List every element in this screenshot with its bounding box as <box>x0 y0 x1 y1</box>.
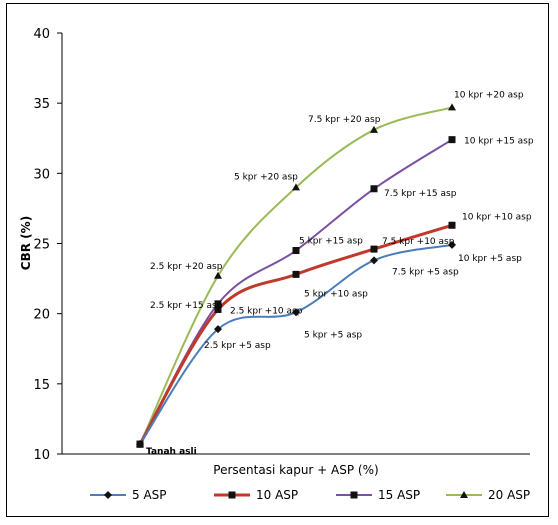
y-tick-label: 15 <box>33 378 50 393</box>
data-point-5-asp <box>448 240 456 249</box>
point-annotations: Tanah asli 2.5 kpr +5 asp 5 kpr +5 asp 7.5 … <box>146 90 534 457</box>
chart-frame <box>6 3 549 517</box>
point-label: 7.5 kpr +20 asp <box>308 115 381 125</box>
data-point-20-asp <box>448 103 456 111</box>
y-axis-title: CBR (%) <box>19 216 33 270</box>
data-point-5-asp <box>214 325 222 334</box>
legend-marker <box>228 491 236 499</box>
y-tick-label: 30 <box>33 167 50 182</box>
y-tick-label: 10 <box>33 448 50 463</box>
legend-label: 15 ASP <box>378 488 420 502</box>
data-point-15-asp <box>214 300 222 308</box>
data-point-10-asp <box>370 245 378 253</box>
series-line-10-asp <box>138 223 453 445</box>
data-point-5-asp <box>292 308 300 317</box>
point-label: 2.5 kpr +10 asp <box>230 306 303 316</box>
data-point-10-asp <box>448 221 456 229</box>
point-label: 10 kpr +20 asp <box>454 90 524 100</box>
point-label: 10 kpr +15 asp <box>464 137 534 147</box>
legend-marker <box>104 491 112 499</box>
data-point-10-asp <box>214 305 222 313</box>
data-point-15-asp <box>448 136 456 144</box>
point-label: 2.5 kpr +5 asp <box>204 341 271 351</box>
point-label: 7.5 kpr +15 asp <box>384 189 457 199</box>
y-tick-labels: 10 15 20 25 30 35 40 <box>33 27 50 463</box>
legend-marker <box>460 491 468 498</box>
data-point-5-asp <box>370 256 378 265</box>
point-label: 5 kpr +5 asp <box>304 330 362 340</box>
point-label: 10 kpr +5 asp <box>458 254 522 264</box>
x-axis-title: Persentasi kapur + ASP (%) <box>213 463 378 477</box>
point-label: Tanah asli <box>146 447 197 457</box>
series-line-20-asp <box>139 106 453 445</box>
legend-label: 5 ASP <box>132 488 167 502</box>
point-label: 7.5 kpr +10 asp <box>382 237 455 247</box>
y-tick-label: 35 <box>33 97 50 112</box>
point-label: 5 kpr +15 asp <box>299 237 363 247</box>
data-point-20-asp <box>370 125 378 133</box>
legend-label: 10 ASP <box>256 488 298 502</box>
point-label: 2.5 kpr +20 asp <box>150 262 223 272</box>
point-label: 5 kpr +10 asp <box>304 289 368 299</box>
point-label: 5 kpr +20 asp <box>234 172 298 182</box>
legend-marker <box>350 491 358 499</box>
point-label: 7.5 kpr +5 asp <box>392 267 459 277</box>
series-markers <box>136 103 456 449</box>
point-label: 10 kpr +10 asp <box>462 212 532 222</box>
y-tick-label: 20 <box>33 308 50 323</box>
y-tick-label: 40 <box>33 27 50 42</box>
data-point-15-asp <box>292 247 300 255</box>
data-point-10-asp <box>292 270 300 278</box>
data-point-20-asp <box>214 271 222 279</box>
data-point-20-asp <box>136 440 144 448</box>
y-tick-label: 25 <box>33 238 50 253</box>
axes <box>57 32 530 455</box>
point-label: 2.5 kpr +15 asp <box>150 301 223 311</box>
data-point-20-asp <box>292 183 300 191</box>
data-point-15-asp <box>370 185 378 193</box>
legend: 5 ASP 10 ASP 15 ASP 20 ASP <box>90 488 530 502</box>
series-lines <box>138 106 453 445</box>
series-line-5-asp <box>139 243 453 445</box>
legend-label: 20 ASP <box>488 488 530 502</box>
